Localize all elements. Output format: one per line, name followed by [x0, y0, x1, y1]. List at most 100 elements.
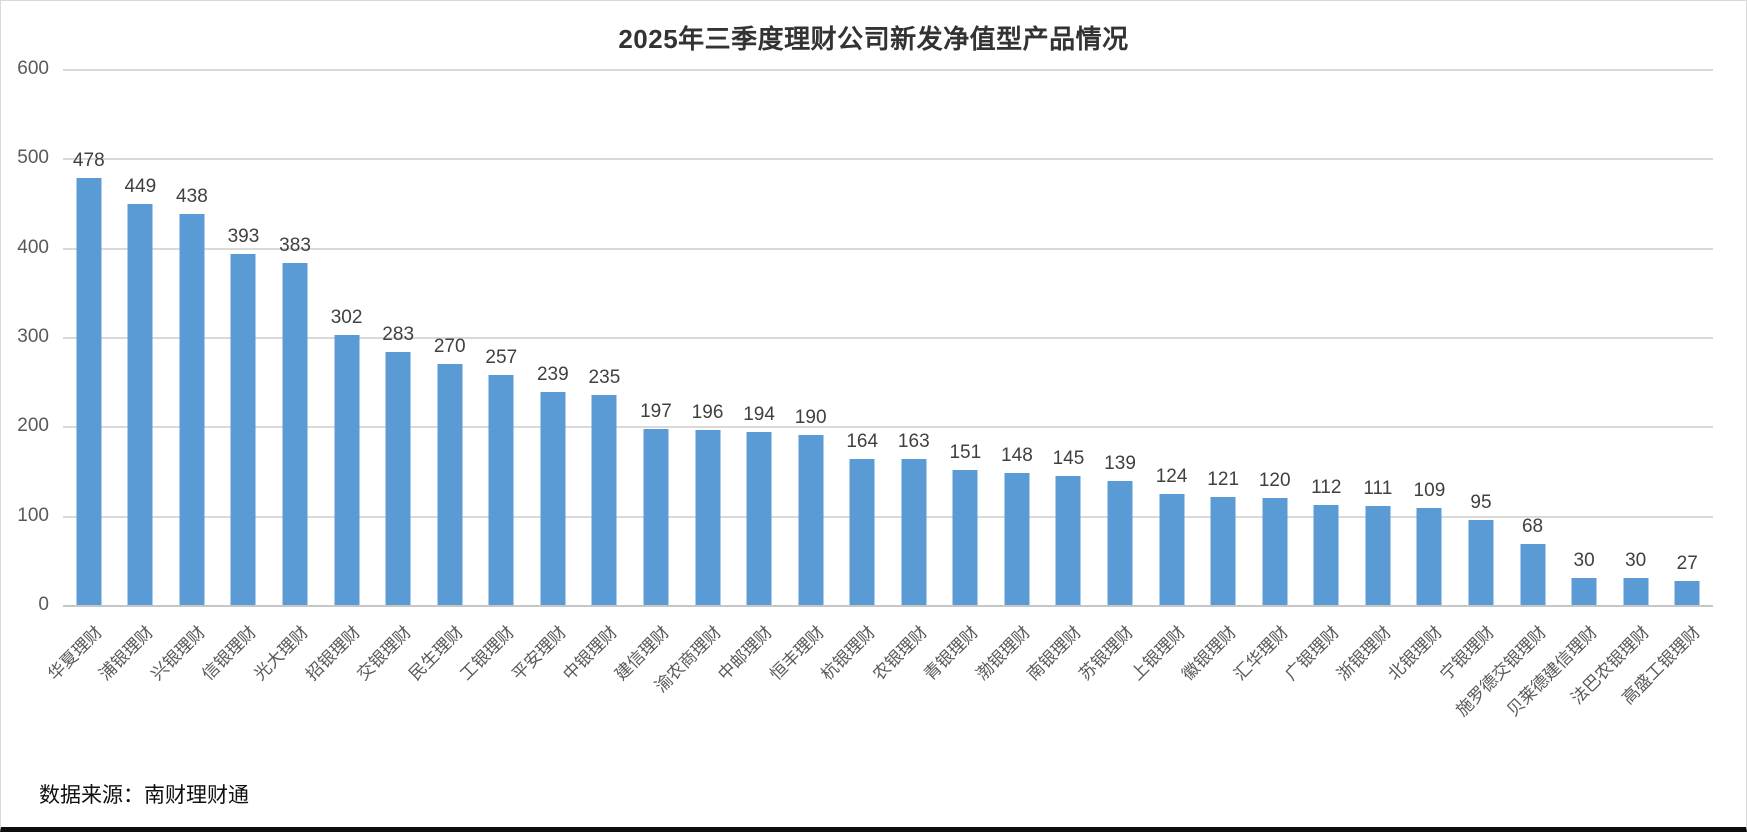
value-label: 139 [1104, 452, 1136, 474]
bar-slot: 283 交银理财 [354, 69, 424, 684]
bar-slot: 196 渝农商理财 [651, 69, 734, 696]
bar-民生理财 [437, 363, 463, 605]
x-tick-label: 工银理财 [456, 622, 519, 685]
bar-slot: 121 徽银理财 [1179, 69, 1249, 684]
bar-slot: 139 苏银理财 [1075, 69, 1146, 684]
y-tick-label-200: 200 [17, 415, 49, 437]
bar-slot: 151 青银理财 [921, 69, 992, 684]
x-tick-label: 兴银理财 [147, 622, 209, 685]
x-tick-label: 苏银理财 [1075, 622, 1138, 685]
bar-工银理财 [488, 375, 514, 605]
bar-slot: 109 北银理财 [1385, 69, 1456, 684]
x-tick-label: 渤银理财 [972, 622, 1034, 685]
value-label: 27 [1676, 552, 1698, 574]
y-tick-label-500: 500 [17, 147, 49, 169]
bar-slot: 235 中银理财 [560, 69, 631, 684]
bar-宁银理财 [1468, 520, 1494, 605]
chart-title: 2025年三季度理财公司新发净值型产品情况 [618, 24, 1129, 54]
x-tick-label: 恒丰理财 [766, 622, 828, 685]
bar-slot: 95 宁银理财 [1436, 69, 1507, 684]
bar-slot: 30 法巴农银理财 [1567, 69, 1662, 708]
bar-施罗德交银理财 [1520, 544, 1546, 605]
bar-slot: 270 民生理财 [405, 69, 476, 684]
bar-slot: 438 兴银理财 [147, 69, 218, 684]
bar-浙银理财 [1365, 505, 1391, 605]
bar-slot: 478 华夏理财 [44, 69, 115, 684]
x-axis-line [63, 605, 1713, 607]
value-label: 68 [1521, 516, 1544, 538]
gridline-300 [63, 337, 1713, 339]
value-label: 270 [433, 335, 466, 357]
bar-slot: 30 贝莱德建信理财 [1503, 69, 1610, 720]
value-label: 121 [1207, 468, 1240, 490]
value-label: 283 [382, 324, 415, 346]
x-tick-label: 广银理财 [1281, 622, 1344, 685]
bar-上银理财 [1159, 494, 1185, 605]
x-tick-label: 交银理财 [353, 622, 416, 685]
value-label: 124 [1155, 466, 1188, 488]
bar-slot: 124 上银理财 [1127, 69, 1198, 684]
bar-slot: 257 工银理财 [457, 69, 528, 684]
x-tick-label: 招银理财 [302, 622, 364, 685]
y-tick-label-300: 300 [17, 326, 49, 347]
gridline-200 [63, 426, 1713, 429]
bar-slot: 449 浦银理财 [96, 69, 167, 684]
value-label: 109 [1413, 479, 1446, 501]
bar-slot: 111 浙银理财 [1333, 69, 1404, 684]
bar-贝莱德建信理财 [1571, 578, 1597, 605]
value-label: 120 [1258, 469, 1291, 491]
bar-农银理财 [901, 459, 927, 605]
bar-南银理财 [1055, 475, 1081, 605]
value-label: 148 [1001, 444, 1033, 466]
bar-北银理财 [1416, 507, 1442, 605]
bar-广银理财 [1313, 504, 1339, 605]
value-label: 95 [1470, 492, 1492, 514]
value-label: 196 [691, 401, 724, 423]
gridline-500 [63, 158, 1713, 161]
x-tick-label: 青银理财 [920, 622, 983, 685]
value-label: 438 [176, 185, 208, 207]
plot-area: 0 100 200 300 400 500 600 478 华夏理财 449 浦银理财 438 兴银理… [17, 58, 1713, 720]
gridline-400 [63, 247, 1713, 250]
bar-slot: 164 杭银理财 [818, 69, 888, 685]
value-label: 30 [1625, 550, 1647, 572]
bar-slot: 68 施罗德交银理财 [1452, 69, 1559, 720]
x-tick-label: 上银理财 [1127, 622, 1189, 685]
bar-交银理财 [385, 352, 411, 605]
value-label: 478 [72, 150, 105, 171]
value-label: 145 [1052, 447, 1085, 469]
data-source-note: 数据来源：南财理财通 [39, 784, 249, 807]
bar-平安理财 [540, 391, 566, 605]
y-tick-label-600: 600 [17, 58, 49, 79]
bar-中银理财 [591, 395, 617, 605]
value-label: 194 [743, 403, 775, 425]
bar-slot: 163 农银理财 [869, 69, 940, 684]
bar-中邮理财 [746, 431, 772, 605]
x-tick-label: 华夏理财 [44, 622, 106, 685]
value-label: 393 [227, 225, 260, 247]
bar-恒丰理财 [798, 435, 824, 605]
x-tick-label: 南银理财 [1023, 622, 1086, 685]
bar-苏银理财 [1107, 480, 1133, 605]
value-label: 197 [640, 401, 672, 422]
value-label: 164 [846, 430, 879, 452]
x-tick-label: 浦银理财 [95, 622, 158, 685]
x-tick-label: 农银理财 [869, 622, 931, 685]
value-label: 151 [949, 442, 982, 464]
bar-slot: 194 中邮理财 [715, 69, 785, 684]
x-tick-label: 信银理财 [198, 622, 261, 685]
value-label: 30 [1573, 550, 1595, 572]
bar-slot: 190 恒丰理财 [766, 69, 837, 684]
bars-container: 478 华夏理财 449 浦银理财 438 兴银理财 393 信银理财 383 光大理财 302 招银… [44, 69, 1713, 720]
bar-信银理财 [230, 253, 256, 605]
value-label: 163 [897, 431, 930, 453]
bar-slot: 112 广银理财 [1282, 69, 1353, 684]
x-tick-label: 徽银理财 [1178, 622, 1241, 685]
bar-slot: 239 平安理财 [508, 69, 579, 685]
value-label: 235 [588, 367, 621, 389]
x-tick-label: 北银理财 [1384, 622, 1447, 685]
bar-slot: 120 汇华理财 [1230, 69, 1301, 684]
bar-渝农商理财 [695, 429, 721, 605]
x-tick-label: 民生理财 [405, 622, 467, 685]
bar-浦银理财 [127, 203, 153, 605]
